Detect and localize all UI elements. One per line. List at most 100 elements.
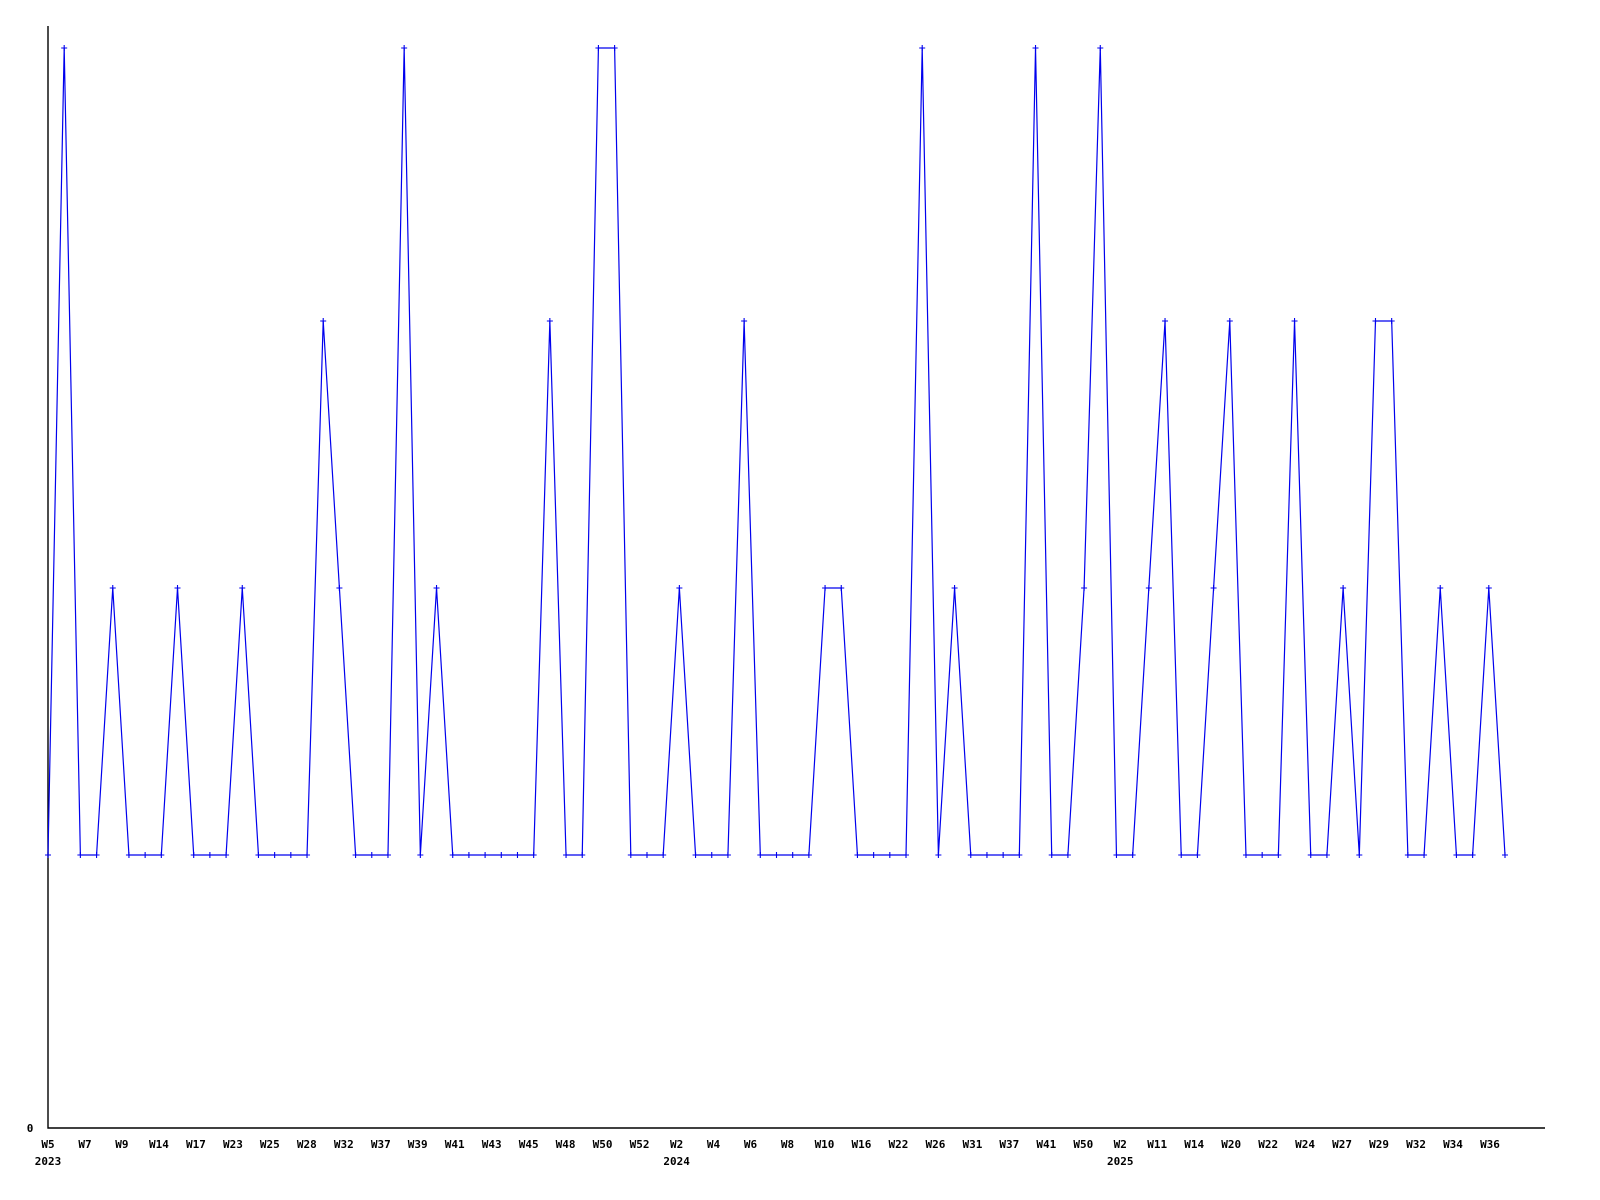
x-tick-label: W39 xyxy=(408,1138,428,1151)
x-tick-label: W4 xyxy=(707,1138,721,1151)
x-tick-label: W48 xyxy=(556,1138,576,1151)
x-tick-label: W17 xyxy=(186,1138,206,1151)
x-tick-label: W25 xyxy=(260,1138,280,1151)
x-axis-year-label: 2024 xyxy=(663,1155,690,1168)
data-point-marker xyxy=(223,852,230,858)
x-tick-label: W23 xyxy=(223,1138,243,1151)
data-point-marker xyxy=(125,852,132,858)
x-tick-label: W11 xyxy=(1147,1138,1167,1151)
data-point-marker xyxy=(1048,852,1055,858)
data-point-marker xyxy=(482,852,489,858)
x-tick-label: W31 xyxy=(962,1138,982,1151)
data-point-marker xyxy=(1485,585,1492,591)
data-point-marker xyxy=(1064,852,1071,858)
data-point-marker xyxy=(1032,45,1039,51)
data-point-marker xyxy=(1097,45,1104,51)
data-point-marker xyxy=(109,585,116,591)
x-tick-label: W14 xyxy=(1184,1138,1204,1151)
data-point-marker xyxy=(1404,852,1411,858)
data-point-marker xyxy=(1502,852,1508,858)
x-tick-label: W2 xyxy=(1114,1138,1127,1151)
data-point-marker xyxy=(433,585,440,591)
chart-axes xyxy=(47,26,1545,1129)
x-tick-label: W32 xyxy=(334,1138,354,1151)
data-point-marker xyxy=(401,45,408,51)
data-point-marker xyxy=(206,852,213,858)
x-axis-year-labels: 2023 2024 2025 xyxy=(35,1155,1134,1168)
data-point-marker xyxy=(708,852,715,858)
x-tick-label: W9 xyxy=(115,1138,128,1151)
data-point-marker xyxy=(239,585,246,591)
data-point-marker xyxy=(741,318,748,324)
data-point-marker xyxy=(1194,852,1201,858)
data-point-marker xyxy=(838,585,845,591)
data-point-marker xyxy=(498,852,505,858)
x-tick-label: W27 xyxy=(1332,1138,1352,1151)
data-point-marker xyxy=(1421,852,1428,858)
y-tick-label: 0 xyxy=(27,1122,34,1135)
series-line-group xyxy=(47,47,1506,856)
y-axis-tick-labels: 0 xyxy=(27,1122,34,1135)
data-point-marker xyxy=(1340,585,1347,591)
data-point-marker xyxy=(255,852,262,858)
x-tick-label: W50 xyxy=(1073,1138,1093,1151)
data-point-marker xyxy=(287,852,294,858)
data-point-marker xyxy=(417,852,424,858)
data-point-marker xyxy=(1129,852,1136,858)
data-point-marker xyxy=(1356,852,1363,858)
data-point-marker xyxy=(1275,852,1282,858)
data-point-marker xyxy=(967,852,974,858)
data-point-marker xyxy=(1469,852,1476,858)
data-point-marker xyxy=(789,852,796,858)
x-tick-label: W34 xyxy=(1443,1138,1463,1151)
data-point-marker xyxy=(773,852,780,858)
data-point-marker xyxy=(1437,585,1444,591)
data-point-marker xyxy=(1210,585,1217,591)
data-point-marker xyxy=(692,852,699,858)
data-point-marker xyxy=(1000,852,1007,858)
data-point-marker xyxy=(174,585,181,591)
data-point-marker xyxy=(1323,852,1330,858)
x-axis-year-label: 2023 xyxy=(35,1155,62,1168)
x-tick-label: W22 xyxy=(888,1138,908,1151)
axis-lines xyxy=(47,26,1545,1129)
data-point-marker xyxy=(870,852,877,858)
data-point-marker xyxy=(320,318,327,324)
data-point-marker xyxy=(886,852,893,858)
x-tick-label: W24 xyxy=(1295,1138,1315,1151)
data-point-marker xyxy=(1226,318,1233,324)
data-point-marker xyxy=(384,852,391,858)
data-point-marker xyxy=(724,852,731,858)
data-point-marker xyxy=(190,852,197,858)
data-point-marker xyxy=(1081,585,1088,591)
data-point-marker xyxy=(546,318,553,324)
data-point-marker xyxy=(1242,852,1249,858)
x-tick-label: W32 xyxy=(1406,1138,1426,1151)
x-tick-label: W45 xyxy=(519,1138,539,1151)
x-tick-label: W20 xyxy=(1221,1138,1241,1151)
data-point-marker xyxy=(627,852,634,858)
data-point-marker xyxy=(854,852,861,858)
data-point-marker xyxy=(935,852,942,858)
data-point-marker xyxy=(530,852,537,858)
data-point-marker xyxy=(449,852,456,858)
series-line xyxy=(47,47,1506,856)
data-point-marker xyxy=(579,852,586,858)
data-point-marker xyxy=(158,852,165,858)
x-tick-label: W52 xyxy=(630,1138,650,1151)
x-tick-label: W16 xyxy=(851,1138,871,1151)
data-point-marker xyxy=(643,852,650,858)
data-point-marker xyxy=(1113,852,1120,858)
x-tick-label: W8 xyxy=(781,1138,794,1151)
data-point-marker xyxy=(919,45,926,51)
series-markers-group xyxy=(45,45,1508,858)
data-point-marker xyxy=(1162,318,1169,324)
data-point-marker xyxy=(757,852,764,858)
x-tick-label: W37 xyxy=(999,1138,1019,1151)
data-point-marker xyxy=(1016,852,1023,858)
x-axis-year-label: 2025 xyxy=(1107,1155,1134,1168)
data-point-marker xyxy=(1388,318,1395,324)
x-tick-label: W50 xyxy=(593,1138,613,1151)
x-tick-label: W6 xyxy=(744,1138,758,1151)
